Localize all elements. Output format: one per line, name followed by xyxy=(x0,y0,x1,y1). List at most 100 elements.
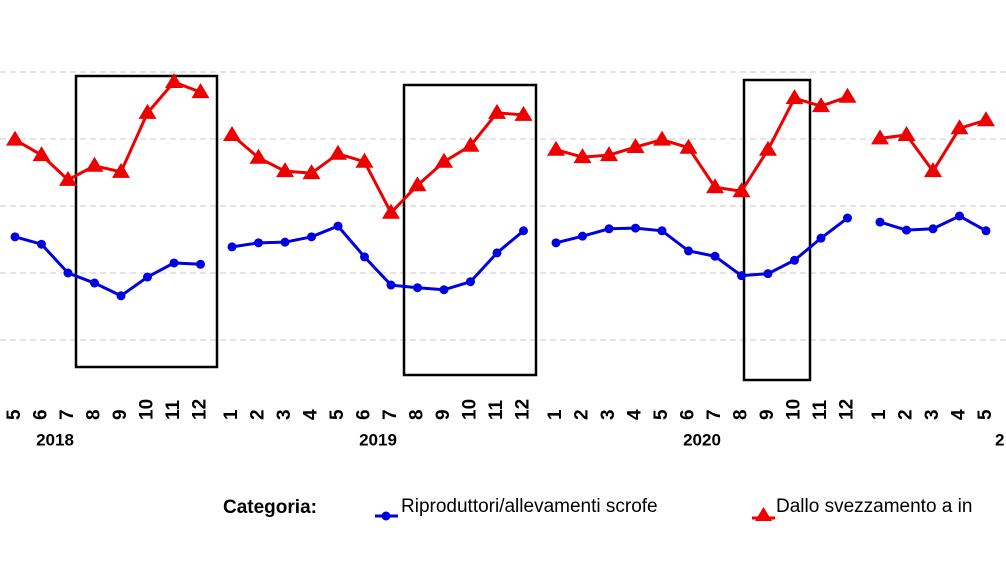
marker xyxy=(37,239,46,249)
marker xyxy=(875,217,885,227)
marker xyxy=(227,242,237,252)
x-tick-label: 12 xyxy=(513,399,534,420)
x-tick-label: 4 xyxy=(949,409,970,420)
marker xyxy=(785,89,804,105)
x-tick-label: 2 xyxy=(248,409,269,420)
x-tick-label: 10 xyxy=(784,399,805,420)
x-tick-label: 2 xyxy=(896,409,917,420)
series-line xyxy=(555,95,849,193)
year-label: 2020 xyxy=(683,430,721,449)
marker xyxy=(165,73,183,89)
marker xyxy=(276,162,294,178)
marker xyxy=(143,272,152,282)
marker xyxy=(329,144,347,160)
marker xyxy=(955,211,964,221)
marker xyxy=(191,83,210,99)
marker xyxy=(710,251,720,261)
marker xyxy=(169,258,179,268)
marker xyxy=(679,138,698,154)
x-tick-label: 5 xyxy=(327,409,348,420)
x-tick-label: 4 xyxy=(301,409,322,420)
x-tick-label: 8 xyxy=(84,409,105,420)
marker xyxy=(32,146,51,162)
x-tick-label: 11 xyxy=(163,399,184,420)
marker xyxy=(816,233,826,243)
legend-label: Dallo svezzamento a in xyxy=(776,496,972,517)
x-tick-label: 5 xyxy=(4,409,25,420)
series-line xyxy=(14,235,201,298)
marker xyxy=(280,237,290,247)
marker xyxy=(466,277,475,287)
marker xyxy=(382,203,400,219)
marker xyxy=(355,152,374,168)
x-tick-label: 12 xyxy=(837,399,858,420)
marker xyxy=(977,111,995,127)
marker xyxy=(307,232,316,242)
x-tick-label: 9 xyxy=(757,409,778,420)
x-tick-label: 9 xyxy=(433,409,454,420)
x-tick-label: 3 xyxy=(598,409,619,420)
x-tick-label: 6 xyxy=(678,409,699,420)
x-tick-label: 6 xyxy=(354,409,375,420)
marker xyxy=(706,178,724,194)
marker xyxy=(249,148,268,164)
marker xyxy=(759,140,777,156)
x-tick-label: 10 xyxy=(137,399,158,420)
marker xyxy=(254,238,263,248)
marker xyxy=(684,246,693,256)
marker xyxy=(408,176,427,192)
marker xyxy=(488,103,506,119)
year-label: 2018 xyxy=(36,430,74,449)
x-tick-label: 8 xyxy=(731,409,752,420)
x-tick-label: 5 xyxy=(651,409,672,420)
marker xyxy=(838,87,857,103)
x-tick-label: 6 xyxy=(31,409,52,420)
legend-swatch xyxy=(381,511,391,521)
marker xyxy=(763,269,773,279)
marker xyxy=(112,162,130,178)
marker xyxy=(790,255,799,265)
marker xyxy=(631,223,640,233)
marker xyxy=(871,129,889,145)
x-tick-label: 7 xyxy=(57,409,78,420)
x-tick-label: 12 xyxy=(190,399,211,420)
marker xyxy=(653,130,671,146)
legend-label: Riproduttori/allevamenti scrofe xyxy=(401,496,658,517)
marker xyxy=(519,226,528,236)
marker xyxy=(63,268,73,278)
marker xyxy=(573,148,592,164)
x-tick-label: 10 xyxy=(460,399,481,420)
marker xyxy=(626,138,645,154)
legend-swatch xyxy=(755,507,772,521)
marker xyxy=(737,271,746,281)
series-line xyxy=(555,216,849,278)
marker xyxy=(843,213,852,223)
x-tick-label: 7 xyxy=(704,409,725,420)
x-tick-label: 4 xyxy=(625,409,646,420)
series-line xyxy=(14,80,202,182)
marker xyxy=(981,226,991,236)
x-tick-label: 1 xyxy=(545,409,566,420)
series-line xyxy=(231,111,524,216)
highlight-box xyxy=(742,78,812,382)
x-tick-label: 1 xyxy=(869,409,890,420)
highlight-boxes xyxy=(74,74,812,382)
x-tick-label: 9 xyxy=(110,409,131,420)
highlight-box xyxy=(74,74,219,369)
legend-title: Categoria: xyxy=(223,497,317,518)
x-tick-label: 8 xyxy=(407,409,428,420)
marker xyxy=(600,146,618,162)
marker xyxy=(928,224,938,234)
marker xyxy=(812,97,830,113)
x-tick-label: 11 xyxy=(810,399,831,420)
marker xyxy=(435,152,453,168)
marker xyxy=(461,136,480,152)
marker xyxy=(902,225,911,235)
marker xyxy=(6,130,24,146)
marker xyxy=(924,162,942,178)
x-tick-label: 1 xyxy=(221,409,242,420)
x-tick-label: 2 xyxy=(572,409,593,420)
marker xyxy=(386,280,396,290)
marker xyxy=(196,259,205,269)
